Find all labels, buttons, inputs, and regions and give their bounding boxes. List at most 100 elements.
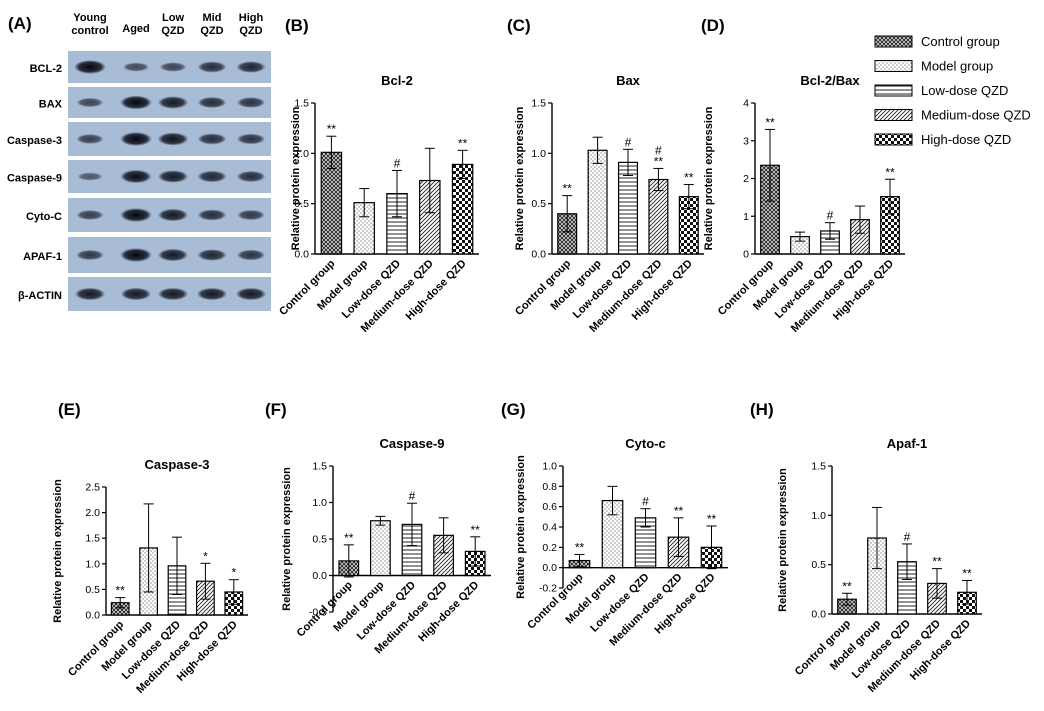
significance-mark-line: ** (327, 122, 337, 136)
chart-panel: (C) Bax Relative protein expression 0.0 0.5 1… (507, 16, 704, 335)
y-tick-label: 1.5 (312, 461, 327, 473)
chart-title: Bcl-2/Bax (800, 73, 860, 88)
significance-mark-line: ** (765, 115, 775, 129)
significance-mark-line: ** (654, 154, 664, 168)
chart-title: Apaf-1 (887, 436, 927, 451)
blot-column-label-line: control (71, 25, 108, 37)
y-tick-label: 1.0 (531, 148, 546, 160)
significance-mark-line: ** (684, 171, 694, 185)
significance-mark: ** (674, 504, 684, 518)
significance-mark-line: * (231, 566, 236, 580)
significance-mark: # ** (654, 143, 664, 168)
blot-column-label: Aged (122, 23, 150, 35)
y-tick-label: 2.5 (85, 482, 100, 494)
significance-mark: * (203, 549, 208, 563)
y-tick-label: 2.0 (85, 507, 100, 519)
blot-band (196, 287, 228, 301)
panel-label: (B) (285, 16, 309, 35)
blot-column-label: Mid QZD (200, 12, 223, 37)
blot-band (76, 97, 104, 108)
y-tick-label: 0.4 (542, 522, 557, 534)
significance-mark: ** (765, 115, 775, 129)
significance-mark: ** (842, 579, 852, 593)
blot-band (157, 208, 189, 222)
significance-mark-line: ** (885, 165, 895, 179)
blot-band (120, 287, 152, 301)
significance-mark-line: ** (344, 531, 354, 545)
blot-row-label: Cyto-C (26, 211, 62, 223)
significance-mark: ** (344, 531, 354, 545)
blot-band (120, 132, 152, 146)
legend-entry: Medium-dose QZD (921, 108, 1031, 123)
y-tick-label: 1.5 (294, 98, 309, 110)
x-tick-label: Control group (525, 571, 586, 632)
significance-mark: * (231, 566, 236, 580)
blot-band (76, 210, 104, 220)
x-tick-label: High-dose QZD (404, 258, 469, 323)
y-tick-label: 0.6 (542, 501, 557, 513)
significance-mark: ** (707, 512, 717, 526)
blot-band (120, 95, 152, 110)
blot-band (236, 97, 266, 108)
y-tick-label: -0.2 (539, 583, 557, 595)
chart-title: Caspase-3 (144, 457, 209, 472)
blot-row-label: Caspase-3 (7, 135, 62, 147)
y-tick-label: 0 (743, 249, 749, 261)
blot-row-label: APAF-1 (23, 251, 62, 263)
x-tick-label: Control group (277, 257, 338, 318)
blot-band (197, 209, 227, 221)
chart-panel: (G) Cyto-c Relative protein expression -0.2… (501, 400, 728, 648)
x-tick-label: Low-dose QZD (588, 571, 651, 634)
significance-mark: ** (885, 165, 895, 179)
blot-row-label: BAX (39, 99, 63, 111)
blot-band (157, 132, 189, 146)
blot-band (120, 248, 152, 262)
y-tick-label: 0.8 (542, 481, 557, 493)
blot-band (120, 208, 152, 222)
legend-swatch (874, 60, 913, 72)
y-axis-label: Relative protein expression (52, 479, 64, 623)
y-axis-label: Relative protein expression (703, 106, 715, 250)
x-tick-label: Low-dose QZD (340, 258, 403, 321)
blot-band (77, 172, 103, 181)
significance-mark: ** (458, 136, 468, 150)
legend-entry: Low-dose QZD (921, 83, 1008, 98)
y-tick-label: 0.5 (85, 584, 100, 596)
blot-band (157, 287, 189, 301)
blot-band (76, 249, 104, 261)
blot-band (237, 209, 265, 221)
significance-mark: ** (327, 122, 337, 136)
blot-column-label-line: Low (162, 12, 184, 24)
chart-title: Bcl-2 (381, 73, 413, 88)
significance-mark-line: ** (707, 512, 717, 526)
y-tick-label: 0.5 (312, 534, 327, 546)
y-tick-label: -0.5 (309, 607, 327, 619)
chart-title: Bax (616, 73, 641, 88)
significance-mark-line: ** (962, 566, 972, 580)
blot-band (197, 133, 227, 145)
y-tick-label: 1.0 (85, 558, 100, 570)
blot-column-label: Low QZD (161, 12, 184, 37)
bar (370, 520, 391, 577)
blot-band (235, 287, 267, 301)
y-tick-label: 0.2 (542, 542, 557, 554)
y-tick-label: 0.5 (531, 198, 546, 210)
blot-band (157, 248, 189, 262)
blot-column-label-line: QZD (161, 25, 184, 37)
legend-entry: Control group (921, 34, 1000, 49)
significance-mark-line: # (625, 135, 632, 149)
y-tick-label: 1.5 (531, 98, 546, 110)
legend-swatch (874, 84, 913, 97)
significance-mark-line: ** (842, 579, 852, 593)
y-tick-label: 1.0 (312, 497, 327, 509)
blot-band (197, 61, 227, 73)
y-tick-label: 1.5 (811, 461, 826, 473)
panel-label: (C) (507, 16, 531, 35)
significance-mark: ** (575, 540, 585, 554)
significance-mark-line: ** (674, 504, 684, 518)
y-axis-label: Relative protein expression (514, 106, 526, 250)
significance-mark-line: # (904, 530, 911, 544)
y-tick-label: 2 (743, 173, 749, 185)
panel-label: (E) (58, 400, 81, 419)
